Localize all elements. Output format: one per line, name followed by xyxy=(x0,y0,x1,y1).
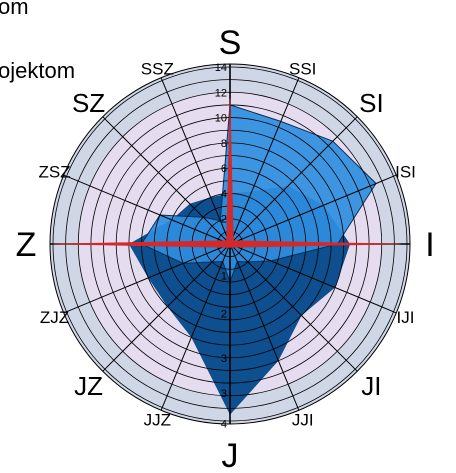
grid-spoke xyxy=(63,174,231,245)
direction-label-zjz: ZJZ xyxy=(40,308,69,327)
grid-spoke xyxy=(229,243,397,314)
tick-label-north: 4 xyxy=(221,188,227,200)
direction-labels: S SSI SI ISI I IJI JI JJI J JJZ JZ ZJZ Z ZSZ SZ SSZ xyxy=(16,24,435,473)
direction-label-sz: SZ xyxy=(72,88,105,118)
direction-label-jz: JZ xyxy=(74,371,103,401)
direction-label-z: Z xyxy=(16,226,37,264)
direction-label-isi: ISI xyxy=(395,162,416,181)
grid-spoke xyxy=(63,243,231,314)
direction-label-ssi: SSI xyxy=(289,60,316,79)
tick-label-south: 4 xyxy=(221,419,227,431)
tick-label-south: 3 xyxy=(221,388,227,400)
header-fragment-2: ojektom xyxy=(0,58,76,83)
tick-label-north: 6 xyxy=(221,163,227,175)
red-spike-Z xyxy=(52,240,231,248)
tick-label-north: 12 xyxy=(215,87,227,99)
tick-label-north: 10 xyxy=(215,113,227,125)
grid-spoke xyxy=(229,174,397,245)
grid-spoke xyxy=(229,77,300,245)
tick-label-south: 1 xyxy=(221,271,227,283)
grid-spoke xyxy=(102,243,231,372)
header-fragment-1: om xyxy=(0,0,29,19)
direction-label-s: S xyxy=(219,24,242,62)
direction-label-i: I xyxy=(425,226,434,264)
direction-label-zsz: ZSZ xyxy=(38,162,70,181)
direction-label-iji: IJI xyxy=(397,308,415,327)
grid-spoke xyxy=(102,116,231,245)
direction-label-jji: JJI xyxy=(292,411,314,430)
direction-label-si: SI xyxy=(359,88,384,118)
red-spikes xyxy=(52,98,401,248)
grid-spoke xyxy=(229,116,358,245)
direction-label-jjz: JJZ xyxy=(144,411,171,430)
tick-label-north: 14 xyxy=(215,62,227,74)
tick-label-south: 2 xyxy=(221,309,227,321)
grid-spoke xyxy=(160,77,231,245)
direction-label-ji: JI xyxy=(361,371,381,401)
tick-label-north: 2 xyxy=(221,214,227,226)
tick-label-north: 8 xyxy=(221,138,227,150)
grid-spoke xyxy=(229,243,358,372)
grid-spoke xyxy=(160,243,231,411)
direction-label-j: J xyxy=(222,437,239,473)
grid-spoke xyxy=(229,243,300,411)
tick-label-south: 3 xyxy=(221,353,227,365)
direction-label-ssz: SSZ xyxy=(141,60,174,79)
